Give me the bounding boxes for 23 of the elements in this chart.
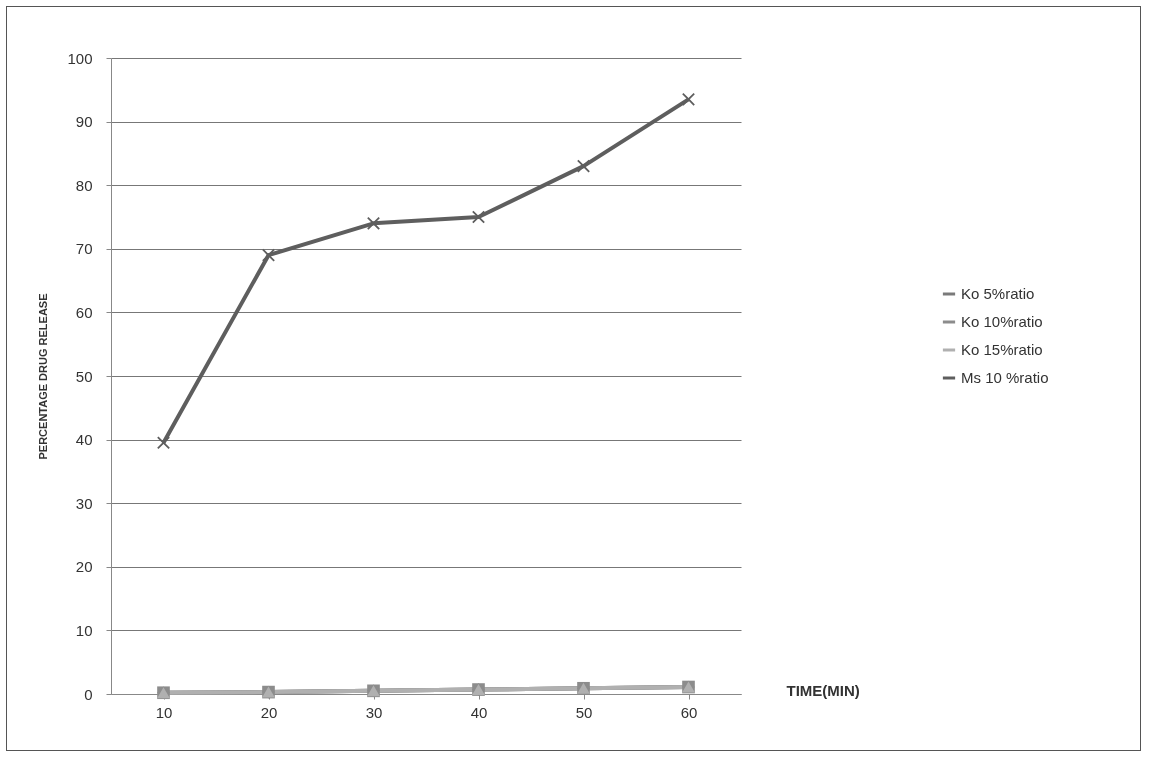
y-tick-label: 60 [75,303,93,321]
x-tick-label: 30 [365,703,383,721]
y-tick-label: 100 [67,49,93,67]
x-tick-label: 60 [680,703,698,721]
y-tick-label: 50 [75,367,93,385]
x-tick-label: 40 [470,703,488,721]
legend-label: Ko 10%ratio [961,313,1043,330]
legend-label: Ko 5%ratio [961,285,1035,302]
y-tick-label: 80 [75,176,93,194]
y-tick-label: 70 [75,240,93,258]
y-tick-label: 10 [75,621,93,639]
legend-label: Ms 10 %ratio [961,369,1049,386]
y-tick-label: 40 [75,431,93,449]
x-tick-label: 20 [260,703,278,721]
y-tick-label: 20 [75,558,93,576]
x-axis-title: TIME(MIN) [786,681,860,699]
y-tick-label: 30 [75,494,93,512]
y-tick-label: 0 [84,685,93,703]
y-axis-title: PERCENTAGE DRUG RELEASE [37,293,50,460]
legend-label: Ko 15%ratio [961,341,1043,358]
x-tick-label: 10 [155,703,173,721]
x-tick-label: 50 [575,703,593,721]
y-tick-label: 90 [75,113,93,131]
